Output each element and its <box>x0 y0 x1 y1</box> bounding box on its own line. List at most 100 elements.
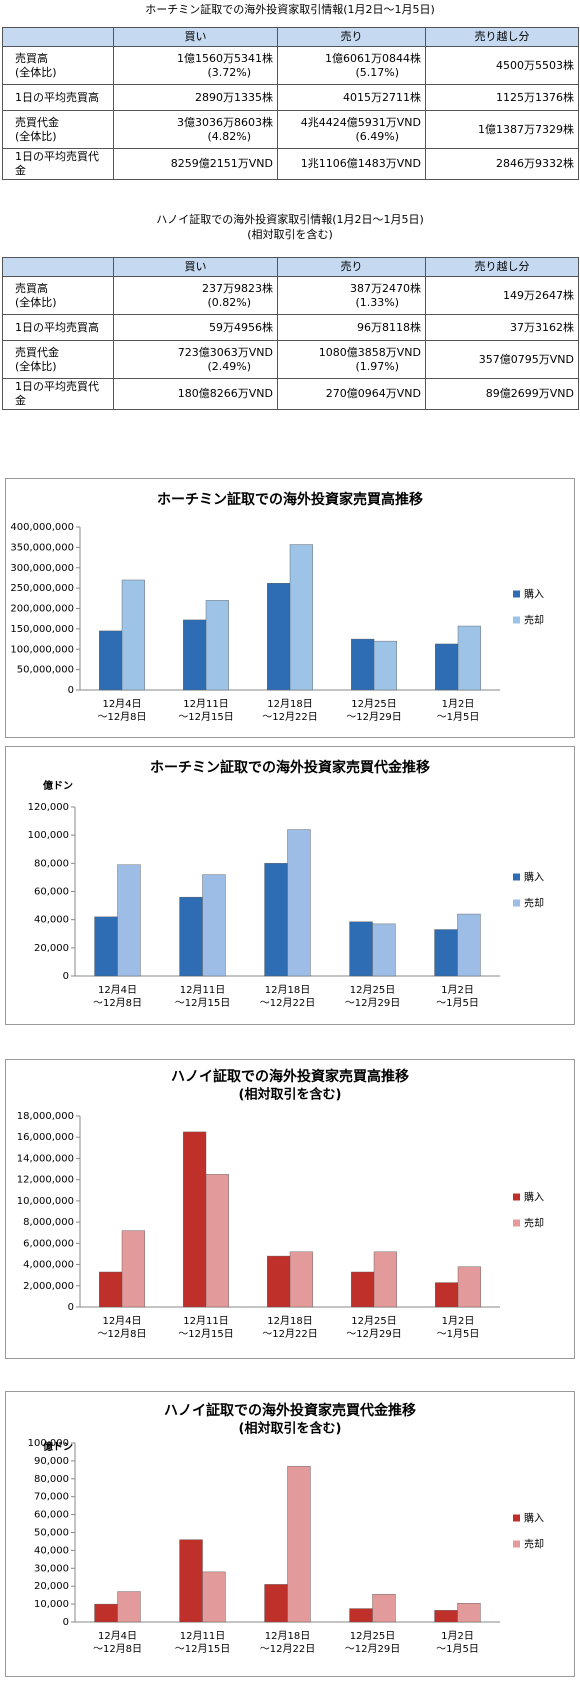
row-label: 1日の平均売買代金 <box>2 378 114 410</box>
bar <box>264 863 288 977</box>
cell: 2846万9332株 <box>425 148 579 180</box>
header-cell: 売り越し分 <box>425 27 579 47</box>
bar <box>373 1251 397 1308</box>
cell-line: 4500万5503株 <box>496 58 574 72</box>
row-label: 1日の平均売買高 <box>2 84 114 111</box>
row-label: 売買代金 (全体比) <box>2 340 114 379</box>
legend-label: 購入 <box>524 1191 544 1204</box>
bar <box>94 1603 118 1623</box>
cell-line: 180億8266万VND <box>177 387 273 400</box>
cell: 37万3162株 <box>425 314 579 341</box>
legend-swatch <box>513 590 520 598</box>
cell: 1080億3858万VND (1.97%) <box>277 340 426 379</box>
cell: 723億3063万VND (2.49%) <box>113 340 278 379</box>
row-label: 売買高 (全体比) <box>2 276 114 315</box>
cell-line: (6.49%) <box>355 129 399 143</box>
cell: 1億6061万0844株 (5.17%) <box>277 46 426 85</box>
cell: 1125万1376株 <box>425 84 579 111</box>
x-tick-label: ～1月5日 <box>437 1328 480 1340</box>
table-title: ホーチミン証取での海外投資家取引情報(1月2日～1月5日) <box>0 2 580 17</box>
y-tick-label: 60,000 <box>34 887 69 898</box>
cell-line: 4015万2711株 <box>343 90 421 104</box>
cell-line: 1125万1376株 <box>496 90 574 104</box>
cell: 4500万5503株 <box>425 46 579 85</box>
x-tick-label: ～12月22日 <box>260 1643 315 1655</box>
cell-line: 4兆4424億5931万VND <box>300 115 421 129</box>
cell-line: 37万3162株 <box>510 320 574 334</box>
legend-swatch <box>513 899 520 907</box>
cell-line: 237万9823株 <box>202 281 273 295</box>
y-tick-label: 80,000 <box>34 858 69 869</box>
x-tick-label: ～12月8日 <box>97 711 146 723</box>
x-tick-label: ～12月22日 <box>262 711 317 723</box>
cell: 270億0964万VND <box>277 378 426 410</box>
legend-swatch <box>513 1219 520 1227</box>
cell: 387万2470株 (1.33%) <box>277 276 426 315</box>
bar <box>373 640 397 691</box>
chart-subtitle: (相対取引を含む) <box>239 1087 342 1103</box>
cell-line: 2890万1335株 <box>195 90 273 104</box>
bar <box>351 638 375 691</box>
bar <box>267 583 291 691</box>
table-row: 売買代金 (全体比) 723億3063万VND (2.49%) 1080億3858万VN… <box>2 340 579 379</box>
cell-line: (0.82%) <box>207 295 251 309</box>
subtitle-line: (相対取引を含む) <box>247 228 333 241</box>
cell-line: 149万2647株 <box>503 288 574 302</box>
table-row: 1日の平均売買高 59万4956株 96万8118株 37万3162株 <box>2 314 579 341</box>
y-tick-label: 400,000,000 <box>10 522 74 533</box>
x-tick-label: ～12月22日 <box>262 1328 317 1340</box>
cell-line: 2846万9332株 <box>496 157 574 170</box>
y-tick-label: 10,000,000 <box>17 1196 74 1207</box>
row-label: 売買高 (全体比) <box>2 46 114 85</box>
row-label: 1日の平均売買高 <box>2 314 114 341</box>
cell-line: 59万4956株 <box>209 320 273 334</box>
cell-line: 1080億3858万VND <box>318 345 421 359</box>
x-tick-label: 12月4日 <box>102 1315 141 1327</box>
legend-swatch <box>513 1514 520 1522</box>
bar <box>99 1271 123 1308</box>
x-tick-label: 12月25日 <box>351 698 396 710</box>
label-line: 1日の平均売買高 <box>15 90 99 104</box>
legend-label: 売却 <box>524 1538 544 1551</box>
y-tick-label: 0 <box>63 1617 69 1628</box>
y-unit: 億ドン <box>43 779 73 792</box>
cell: 3億3036万8603株 (4.82%) <box>113 110 278 149</box>
y-tick-label: 100,000 <box>28 830 69 841</box>
cell: 357億0795万VND <box>425 340 579 379</box>
x-tick-label: ～12月29日 <box>346 1328 401 1340</box>
cell-line: 1億1560万5341株 <box>177 51 273 65</box>
bar <box>94 916 118 977</box>
bar <box>117 1591 141 1623</box>
legend-label: 売却 <box>524 897 544 910</box>
label-line: (全体比) <box>15 359 57 373</box>
x-tick-label: 1月2日 <box>442 698 475 710</box>
cell-line: 1億1387万7329株 <box>478 122 574 136</box>
label-line: 1日の平均売買高 <box>15 320 99 334</box>
cell-line: 89億2699万VND <box>485 387 574 400</box>
table-row: 売買高 (全体比) 1億1560万5341株 (3.72%) 1億6061万0844株(… <box>2 46 579 85</box>
table-row: 売買高 (全体比) 237万9823株 (0.82%) 387万2470株 (1.33%)… <box>2 276 579 315</box>
y-tick-label: 10,000 <box>34 1599 69 1610</box>
legend-swatch <box>513 1540 520 1548</box>
y-tick-label: 14,000,000 <box>17 1153 74 1164</box>
bar <box>435 1282 459 1308</box>
bar <box>202 1571 226 1623</box>
header-cell: 買い <box>113 27 278 47</box>
bar <box>434 1610 458 1623</box>
cell-line: (3.72%) <box>207 65 251 79</box>
data-table: 買い 売り 売り越し分 売買高 (全体比) 1億1560万5341株 (3.72%) 1億60… <box>2 27 579 180</box>
x-tick-label: ～12月22日 <box>260 997 315 1009</box>
header-cell <box>2 257 114 277</box>
label-line: 売買代金 <box>15 345 59 359</box>
table-row: 1日の平均売買代金 8259億2151万VND 1兆1106億1483万VND 284… <box>2 148 579 180</box>
y-tick-label: 60,000 <box>34 1510 69 1521</box>
x-tick-label: ～12月15日 <box>178 1328 233 1340</box>
label-line: 1日の平均売買代金 <box>15 150 99 177</box>
y-tick-label: 350,000,000 <box>10 542 74 553</box>
row-label: 1日の平均売買代金 <box>2 148 114 180</box>
x-tick-label: ～1月5日 <box>436 997 479 1009</box>
x-tick-label: 12月25日 <box>350 984 395 996</box>
chart: ハノイ証取での海外投資家売買代金推移 (相対取引を含む) 億ドン 0 10,000 20,… <box>5 1391 575 1677</box>
legend-swatch <box>513 616 520 624</box>
y-tick-label: 16,000,000 <box>17 1132 74 1143</box>
